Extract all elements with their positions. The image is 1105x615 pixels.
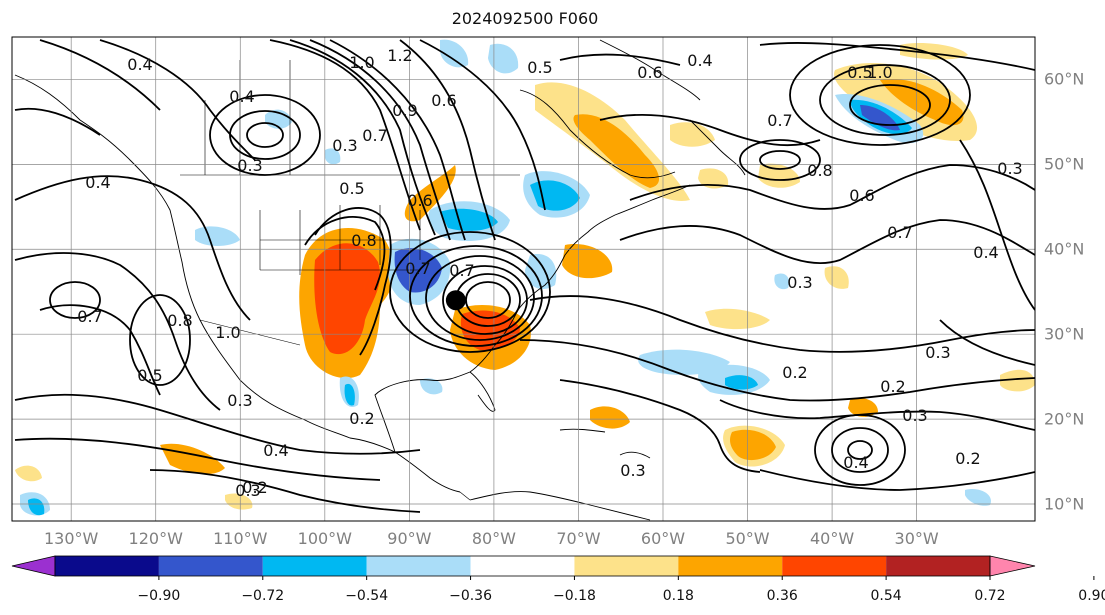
contour-label: 0.3 xyxy=(925,343,950,362)
contour-label: 0.2 xyxy=(782,363,807,382)
contour-label: 0.6 xyxy=(431,91,456,110)
colorbar-segment xyxy=(678,556,783,576)
contour-label: 0.4 xyxy=(127,55,152,74)
contour-label: 0.2 xyxy=(880,377,905,396)
contour-label: 0.3 xyxy=(227,391,252,410)
colorbar-segment xyxy=(886,556,990,576)
contour-label: 1.0 xyxy=(349,53,374,72)
contour-label: 0.4 xyxy=(229,87,254,106)
contour-label: 0.3 xyxy=(235,481,260,500)
longitude-tick-label: 80°W xyxy=(471,529,516,548)
map-frame xyxy=(11,36,1036,522)
colorbar-tick-label: 0.18 xyxy=(662,588,694,604)
colorbar-frame xyxy=(54,555,991,577)
contour-label: 0.2 xyxy=(242,478,267,497)
contour-label: 0.4 xyxy=(85,173,110,192)
colorbar-tick-label: 0.54 xyxy=(870,588,902,604)
contour-label: 0.8 xyxy=(351,231,376,250)
contour-label: 0.6 xyxy=(849,186,874,205)
contour-label: 0.8 xyxy=(807,161,832,180)
longitude-tick-label: 120°W xyxy=(128,529,183,548)
longitude-tick-label: 110°W xyxy=(213,529,268,548)
colorbar-segment xyxy=(158,556,263,576)
contour-label: 0.7 xyxy=(767,111,792,130)
contour-label: 0.3 xyxy=(787,273,812,292)
contour-label: 0.3 xyxy=(997,159,1022,178)
colorbar-tick-label: 0.36 xyxy=(766,588,798,604)
contour-label: 0.4 xyxy=(687,51,712,70)
contour-label: 0.7 xyxy=(887,223,912,242)
latitude-tick-label: 50°N xyxy=(1044,154,1085,174)
map-title: 2024092500 F060 xyxy=(451,9,599,28)
longitude-tick-label: 50°W xyxy=(725,529,770,548)
contour-label: 0.7 xyxy=(77,307,102,326)
contour-label: 0.8 xyxy=(167,311,192,330)
colorbar-extend-high xyxy=(989,555,1036,577)
contour-label: 1.0 xyxy=(867,63,892,82)
contour-label: 0.3 xyxy=(620,461,645,480)
colorbar-tick-label: −0.72 xyxy=(241,588,285,604)
contour-label: 0.4 xyxy=(843,453,868,472)
colorbar-segment xyxy=(782,556,887,576)
latitude-tick-label: 40°N xyxy=(1044,239,1085,259)
longitude-tick-label: 130°W xyxy=(43,529,99,548)
graticule xyxy=(12,37,1035,521)
latitude-tick-label: 20°N xyxy=(1044,409,1085,429)
longitude-tick-label: 30°W xyxy=(894,529,939,548)
storm-center-marker xyxy=(445,290,466,311)
longitude-tick-label: 70°W xyxy=(556,529,601,548)
colorbar-segment xyxy=(55,556,159,576)
contour-label: 0.5 xyxy=(339,179,364,198)
contour-label: 0.7 xyxy=(449,261,474,280)
longitude-tick-label: 40°W xyxy=(809,529,855,548)
colorbar-segment xyxy=(574,556,679,576)
contour-label: 0.6 xyxy=(407,191,432,210)
latitude-tick-label: 30°N xyxy=(1044,324,1085,344)
contour-label: 0.3 xyxy=(902,406,927,425)
contour-label: 0.4 xyxy=(263,441,288,460)
contour-label: 0.9 xyxy=(392,101,417,120)
contour-lines xyxy=(14,39,1035,513)
colorbar-segment xyxy=(470,556,575,576)
colorbar-segment xyxy=(366,556,471,576)
colorbar-tick-label: 0.90 xyxy=(1078,588,1105,604)
contour-label: 0.6 xyxy=(637,63,662,82)
colorbar-tick-label: −0.54 xyxy=(345,588,389,604)
colorbar-tick-label: −0.36 xyxy=(449,588,492,604)
contour-label: 0.2 xyxy=(955,449,980,468)
longitude-tick-label: 90°W xyxy=(387,529,432,548)
contour-label: 0.3 xyxy=(332,136,357,155)
colorbar-tick-label: −0.90 xyxy=(137,588,181,604)
latitude-tick-label: 60°N xyxy=(1044,69,1085,89)
contour-label: 0.5 xyxy=(137,366,162,385)
contour-label: 1.2 xyxy=(387,46,412,65)
colorbar-extend-low xyxy=(11,555,56,577)
contour-label: 0.3 xyxy=(237,156,262,175)
contour-label: 0.5 xyxy=(847,63,872,82)
contour-label: 0.2 xyxy=(349,409,374,428)
contour-label: 0.7 xyxy=(405,259,430,278)
longitude-tick-label: 100°W xyxy=(297,529,352,548)
contour-label: 0.5 xyxy=(527,58,552,77)
contour-label: 0.7 xyxy=(362,126,387,145)
latitude-tick-label: 10°N xyxy=(1044,494,1085,514)
contour-labels: 0.4 0.4 1.0 1.2 0.5 0.6 0.7 0.9 0.3 0.3 0.8 0.7 0.5 0… xyxy=(77,46,1022,500)
colorbar-tick-label: 0.72 xyxy=(974,588,1006,604)
contour-label: 0.4 xyxy=(973,243,998,262)
contour-label: 1.0 xyxy=(215,323,240,342)
colorbar-segment xyxy=(262,556,367,576)
longitude-tick-label: 60°W xyxy=(640,529,686,548)
colorbar-tick-label: −0.18 xyxy=(552,588,596,604)
